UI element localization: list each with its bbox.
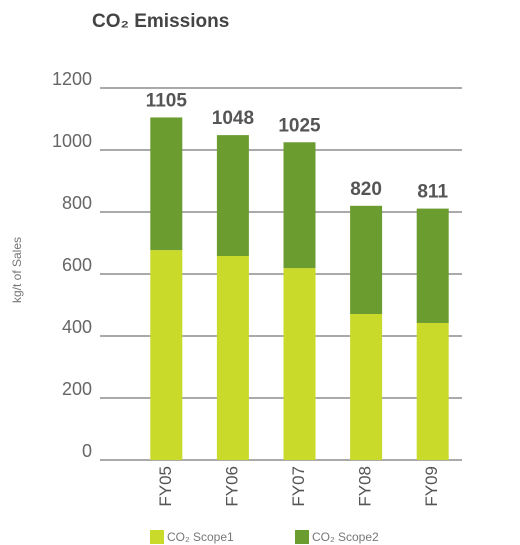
bar-segment <box>283 142 316 269</box>
legend-swatch <box>150 530 164 544</box>
legend-label: CO₂ Scope1 <box>167 530 234 544</box>
bar-segment <box>416 208 449 323</box>
bar-segment <box>350 205 383 314</box>
y-tick-label: 400 <box>62 317 92 337</box>
y-tick-label: 200 <box>62 379 92 399</box>
total-label: 1048 <box>212 108 254 129</box>
total-label: 811 <box>417 182 448 203</box>
legend-label: CO₂ Scope2 <box>312 530 379 544</box>
bar-segment <box>216 135 249 257</box>
bar-segment <box>216 256 249 460</box>
bar-segment <box>283 268 316 460</box>
total-label: 1105 <box>146 90 188 111</box>
y-tick-label: 1200 <box>52 69 92 89</box>
y-tick-label: 800 <box>62 193 92 213</box>
y-tick-label: 1000 <box>52 131 92 151</box>
total-label: 820 <box>350 179 382 200</box>
bar-segment <box>150 250 183 460</box>
y-tick-label: 0 <box>82 441 92 461</box>
x-tick-label: FY07 <box>289 466 308 507</box>
chart-title: CO₂ Emissions <box>92 11 229 32</box>
x-tick-label: FY08 <box>356 466 375 507</box>
bar-segment <box>150 117 183 251</box>
x-tick-label: FY06 <box>222 466 241 507</box>
total-label: 1025 <box>278 115 321 136</box>
x-tick-label: FY09 <box>422 466 441 507</box>
y-tick-label: 600 <box>62 255 92 275</box>
bar-segment <box>416 322 449 460</box>
legend-swatch <box>295 530 309 544</box>
y-axis-label: kg/t of Sales <box>10 237 24 303</box>
bar-segment <box>350 313 383 460</box>
x-tick-label: FY05 <box>156 466 175 507</box>
